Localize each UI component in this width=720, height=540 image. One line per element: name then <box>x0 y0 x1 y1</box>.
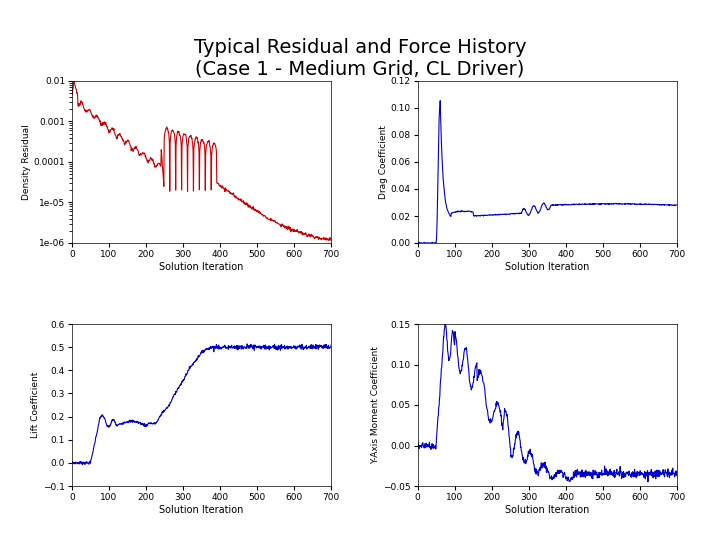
X-axis label: Solution Iteration: Solution Iteration <box>505 262 590 272</box>
Y-axis label: Y-Axis Moment Coefficient: Y-Axis Moment Coefficient <box>372 346 380 464</box>
X-axis label: Solution Iteration: Solution Iteration <box>159 262 244 272</box>
Text: Typical Residual and Force History
(Case 1 - Medium Grid, CL Driver): Typical Residual and Force History (Case… <box>194 38 526 79</box>
Y-axis label: Drag Coefficient: Drag Coefficient <box>379 125 388 199</box>
X-axis label: Solution Iteration: Solution Iteration <box>159 505 244 515</box>
X-axis label: Solution Iteration: Solution Iteration <box>505 505 590 515</box>
Y-axis label: Lift Coefficient: Lift Coefficient <box>32 372 40 438</box>
Y-axis label: Density Residual: Density Residual <box>22 124 31 200</box>
